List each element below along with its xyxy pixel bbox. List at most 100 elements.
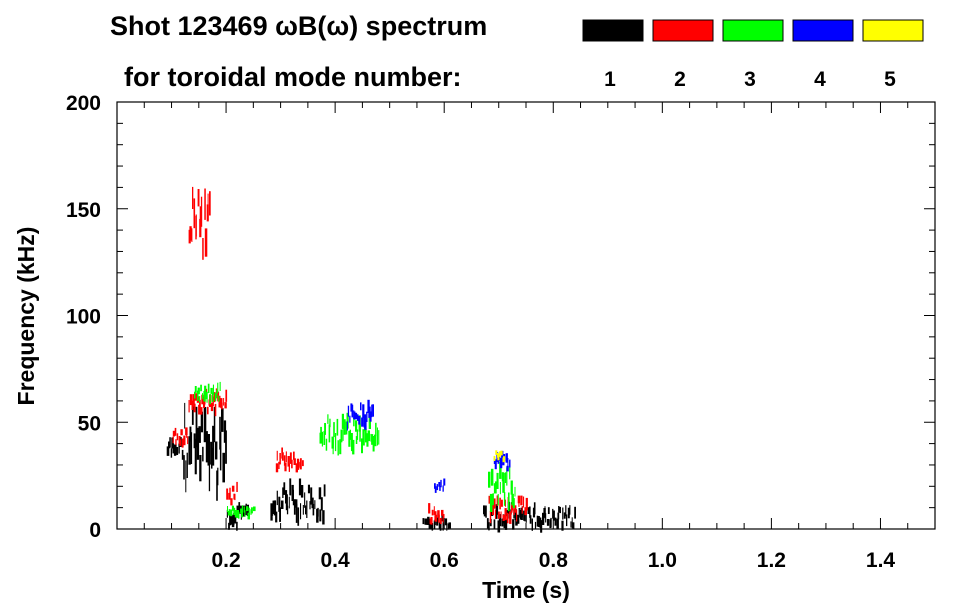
spectral-mark xyxy=(440,479,442,488)
spectral-mark xyxy=(246,506,249,512)
spectral-mark xyxy=(349,415,351,423)
spectral-mark xyxy=(179,439,182,446)
spectral-mark xyxy=(540,520,543,533)
spectral-mark xyxy=(494,459,497,470)
spectral-mark xyxy=(323,484,326,497)
spectral-mark xyxy=(191,400,194,410)
legend-label-4: 4 xyxy=(814,68,826,91)
spectral-mark xyxy=(345,421,348,435)
spectral-mark xyxy=(428,522,431,529)
spectral-mark xyxy=(192,394,195,407)
spectral-mark xyxy=(346,412,349,429)
spectral-mark xyxy=(198,426,201,443)
spectral-mark xyxy=(193,198,196,229)
spectral-mark xyxy=(225,389,228,402)
spectral-mark xyxy=(295,499,298,508)
spectral-mark xyxy=(183,455,185,480)
spectral-mark xyxy=(298,478,302,496)
mode-3-series xyxy=(194,381,516,520)
spectral-mark xyxy=(574,506,576,519)
spectral-mark xyxy=(227,506,228,513)
spectral-mark xyxy=(224,402,227,409)
spectral-mark xyxy=(281,452,284,461)
spectral-mark xyxy=(181,449,184,460)
spectral-mark xyxy=(353,410,355,420)
chart-title: Shot 123469 ωB(ω) spectrum xyxy=(110,11,487,41)
spectral-mark xyxy=(189,394,193,406)
spectral-mark xyxy=(488,495,491,504)
spectral-mark xyxy=(517,495,520,504)
spectral-mark xyxy=(319,509,322,522)
x-axis-label: Time (s) xyxy=(482,577,570,603)
legend: 1 2 3 4 5 xyxy=(582,19,924,91)
spectral-mark xyxy=(374,434,377,447)
legend-label-1: 1 xyxy=(604,68,616,91)
spectral-mark xyxy=(502,472,505,493)
spectral-mark xyxy=(306,500,308,518)
spectral-mark xyxy=(204,385,207,392)
spectral-mark xyxy=(514,505,517,513)
spectral-mark xyxy=(176,447,179,455)
spectral-mark xyxy=(253,506,256,512)
spectral-mark xyxy=(426,518,428,525)
spectral-mark xyxy=(493,455,496,461)
spectral-mark xyxy=(534,521,537,529)
spectral-mark xyxy=(563,512,566,519)
spectral-mark xyxy=(340,429,343,443)
spectral-mark xyxy=(536,515,539,527)
spectral-mark xyxy=(199,218,202,238)
spectral-mark xyxy=(368,406,371,418)
spectral-mark xyxy=(439,522,442,531)
y-tick-labels: 0 50 100 150 200 xyxy=(66,92,101,542)
spectral-mark xyxy=(221,402,223,410)
mode-2-feature-2 xyxy=(172,427,189,448)
spectral-mark xyxy=(194,393,197,401)
spectral-mark xyxy=(521,506,523,514)
spectral-mark xyxy=(336,418,339,436)
spectral-mark xyxy=(508,492,510,512)
spectral-mark xyxy=(181,438,184,448)
spectral-mark xyxy=(362,429,365,446)
spectral-mark xyxy=(509,459,511,468)
spectral-mark xyxy=(289,452,292,464)
spectral-mark xyxy=(270,503,273,521)
spectral-mark xyxy=(204,188,206,220)
spectral-mark xyxy=(211,447,213,469)
spectral-mark xyxy=(168,441,171,449)
spectral-mark xyxy=(248,507,250,514)
spectral-mark xyxy=(302,460,304,467)
spectral-mark xyxy=(442,513,444,523)
spectral-mark xyxy=(339,439,342,455)
spectral-mark xyxy=(241,510,243,518)
spectral-mark xyxy=(422,518,425,525)
spectral-mark xyxy=(505,453,508,463)
mode-1-feature-1 xyxy=(166,436,184,460)
spectral-mark xyxy=(495,450,498,455)
spectral-mark xyxy=(498,451,501,457)
spectral-mark xyxy=(524,507,527,516)
spectral-mark xyxy=(360,402,362,411)
spectral-mark xyxy=(186,452,188,478)
spectral-mark xyxy=(193,433,196,449)
spectral-mark xyxy=(572,522,575,529)
spectral-mark xyxy=(187,436,189,445)
spectral-mark xyxy=(176,433,179,441)
spectral-mark xyxy=(280,500,284,509)
spectral-mark xyxy=(291,459,293,469)
spectral-mark xyxy=(233,493,236,500)
spectral-mark xyxy=(501,518,504,527)
spectral-mark xyxy=(276,450,278,461)
spectral-mark xyxy=(499,453,501,462)
spectral-mark xyxy=(178,443,180,454)
mode-2-feature-5 xyxy=(275,447,304,473)
spectral-mark xyxy=(192,186,194,209)
spectrum-data xyxy=(166,186,576,533)
spectral-mark xyxy=(244,510,246,517)
spectral-mark xyxy=(200,411,203,433)
spectral-mark xyxy=(212,384,214,395)
spectral-mark xyxy=(444,518,448,526)
spectral-mark xyxy=(347,405,350,417)
spectral-mark xyxy=(216,389,218,399)
spectral-mark xyxy=(378,430,380,445)
spectral-mark xyxy=(175,443,177,455)
